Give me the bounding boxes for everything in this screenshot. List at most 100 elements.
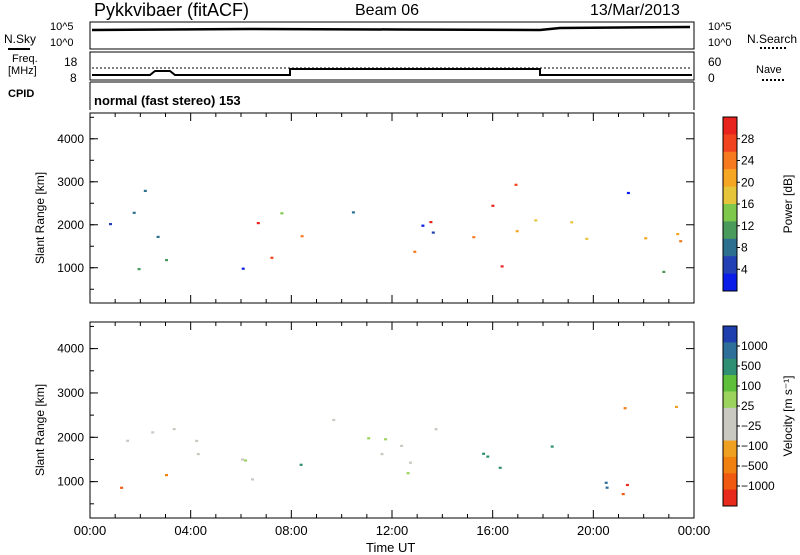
x-tick-label: 00:00 (74, 523, 107, 538)
colorbar-tick-label: 4 (741, 262, 748, 276)
range-gate-cell (367, 437, 371, 440)
colorbar-swatch (723, 407, 737, 425)
time-axis-labels: 00:00 04:00 08:00 12:00 16:00 20:00 00:00 (74, 523, 711, 538)
colorbar-tick-label: −25 (741, 419, 762, 433)
range-gate-cell (585, 237, 589, 240)
freq-unit-label: [MHz] (8, 65, 37, 77)
range-gate-cell (299, 463, 303, 466)
colorbar-swatch (723, 169, 737, 188)
y-tick-label: 1000 (57, 475, 84, 489)
freq-tick-top: 18 (64, 55, 78, 69)
x-axis-title: Time UT (366, 540, 416, 555)
colorbar-tick-label: 8 (741, 241, 748, 255)
range-gate-cell (270, 256, 274, 259)
range-gate-cell (605, 486, 609, 489)
nsky-tick-bottom: 10^0 (50, 37, 74, 49)
y-tick-label: 3000 (57, 175, 84, 189)
range-gate-cell (626, 191, 630, 195)
range-gate-cell (332, 418, 336, 422)
range-gate-cell (165, 474, 168, 477)
colorbar-frame (722, 325, 738, 507)
range-gate-cell (351, 211, 355, 214)
panel-frame (89, 321, 695, 519)
colorbar-swatch (723, 456, 737, 474)
range-gate-cell (644, 237, 648, 240)
range-gate-cell (625, 483, 629, 487)
nsky-legend-line (8, 48, 30, 50)
colorbar-swatch (723, 204, 737, 222)
colorbar-swatch (723, 134, 737, 153)
range-gate-cell (380, 453, 384, 456)
colorbar-title: Power [dB] (781, 175, 795, 234)
y-tick-label: 3000 (57, 386, 84, 400)
colorbar-tick-label: 28 (741, 132, 755, 146)
range-gate-cell (409, 461, 412, 464)
colorbar-tick-label: 25 (741, 399, 755, 413)
range-gate-cell (280, 212, 284, 215)
range-gate-cell (514, 183, 518, 186)
freq-label: Freq. (12, 53, 38, 65)
colorbar-tick-label: 1000 (741, 339, 768, 353)
colorbar-tick-label: 500 (741, 359, 761, 373)
x-tick-label: 12:00 (376, 523, 409, 538)
power-colorbar: 28 24 20 16 12 8 4 Power [dB] (722, 116, 795, 292)
nsky-series-line (91, 25, 691, 32)
range-gate-cell (109, 223, 112, 226)
range-gate-cell (676, 233, 680, 236)
colorbar-tick-label: −500 (741, 459, 768, 473)
range-gate-cell (143, 189, 147, 192)
freq-tick-bottom: 8 (70, 71, 77, 85)
range-gate-cell (384, 438, 388, 441)
colorbar-swatch (723, 473, 737, 491)
nsky-tick-top: 10^5 (50, 21, 74, 33)
nsky-label: N.Sky (4, 32, 37, 46)
range-gate-cell (196, 453, 200, 456)
cpid-label: CPID (8, 88, 35, 100)
colorbar-swatch (723, 151, 737, 170)
y-tick-label: 2000 (57, 430, 84, 444)
colorbar-swatch (723, 326, 737, 343)
range-gate-cell (662, 270, 666, 273)
colorbar-swatch (723, 440, 737, 458)
colorbar-swatch (723, 489, 737, 507)
colorbar-swatch (723, 391, 737, 409)
y-tick-label: 4000 (57, 132, 84, 146)
x-tick-label: 08:00 (275, 523, 308, 538)
nsearch-tick-bottom: 10^0 (708, 37, 732, 49)
range-gate-cell (151, 431, 155, 434)
nave-tick-top: 60 (708, 55, 722, 69)
y-tick-label: 1000 (57, 261, 84, 275)
range-gate-cell (126, 439, 130, 442)
beam-label: Beam 06 (355, 2, 420, 19)
range-gate-cell (472, 236, 476, 239)
power-panel: 4000 3000 2000 1000 Slant Range [km] (33, 112, 695, 304)
heatmap-cells (109, 183, 683, 273)
range-gate-cell (172, 428, 176, 431)
range-gate-cell (413, 250, 417, 253)
velocity-panel: 4000 3000 2000 1000 Slant Range [km] (33, 321, 695, 519)
colorbar-tick-label: 100 (741, 379, 761, 393)
range-gate-cell (400, 444, 404, 447)
station-title: Pykkvibaer (fitACF) (94, 0, 250, 20)
range-gate-cell (429, 221, 433, 224)
colorbar-tick-label: −1000 (741, 479, 775, 493)
range-gate-cell (421, 224, 425, 227)
colorbar-tick-label: 16 (741, 197, 755, 211)
range-gate-cell (604, 481, 608, 484)
colorbar-tick-label: 24 (741, 154, 755, 168)
range-gate-cell (137, 268, 141, 271)
colorbar-swatch (723, 342, 737, 360)
colorbar-swatch (723, 424, 737, 442)
colorbar-title: Velocity [m s⁻¹] (781, 375, 795, 456)
cpid-text: normal (fast stereo) 153 (94, 93, 241, 108)
velocity-colorbar: 1000 500 100 25 −25 −100 −500 −1000 Velocity [m … (722, 325, 795, 507)
x-tick-label: 16:00 (476, 523, 509, 538)
freq-series-line (92, 68, 692, 76)
nave-legend-line (762, 79, 784, 81)
colorbar-swatch (723, 273, 737, 292)
x-tick-label: 00:00 (678, 523, 711, 538)
range-gate-cell (251, 478, 254, 481)
nsearch-label: N.Search (747, 32, 798, 46)
range-gate-cell (498, 466, 502, 469)
